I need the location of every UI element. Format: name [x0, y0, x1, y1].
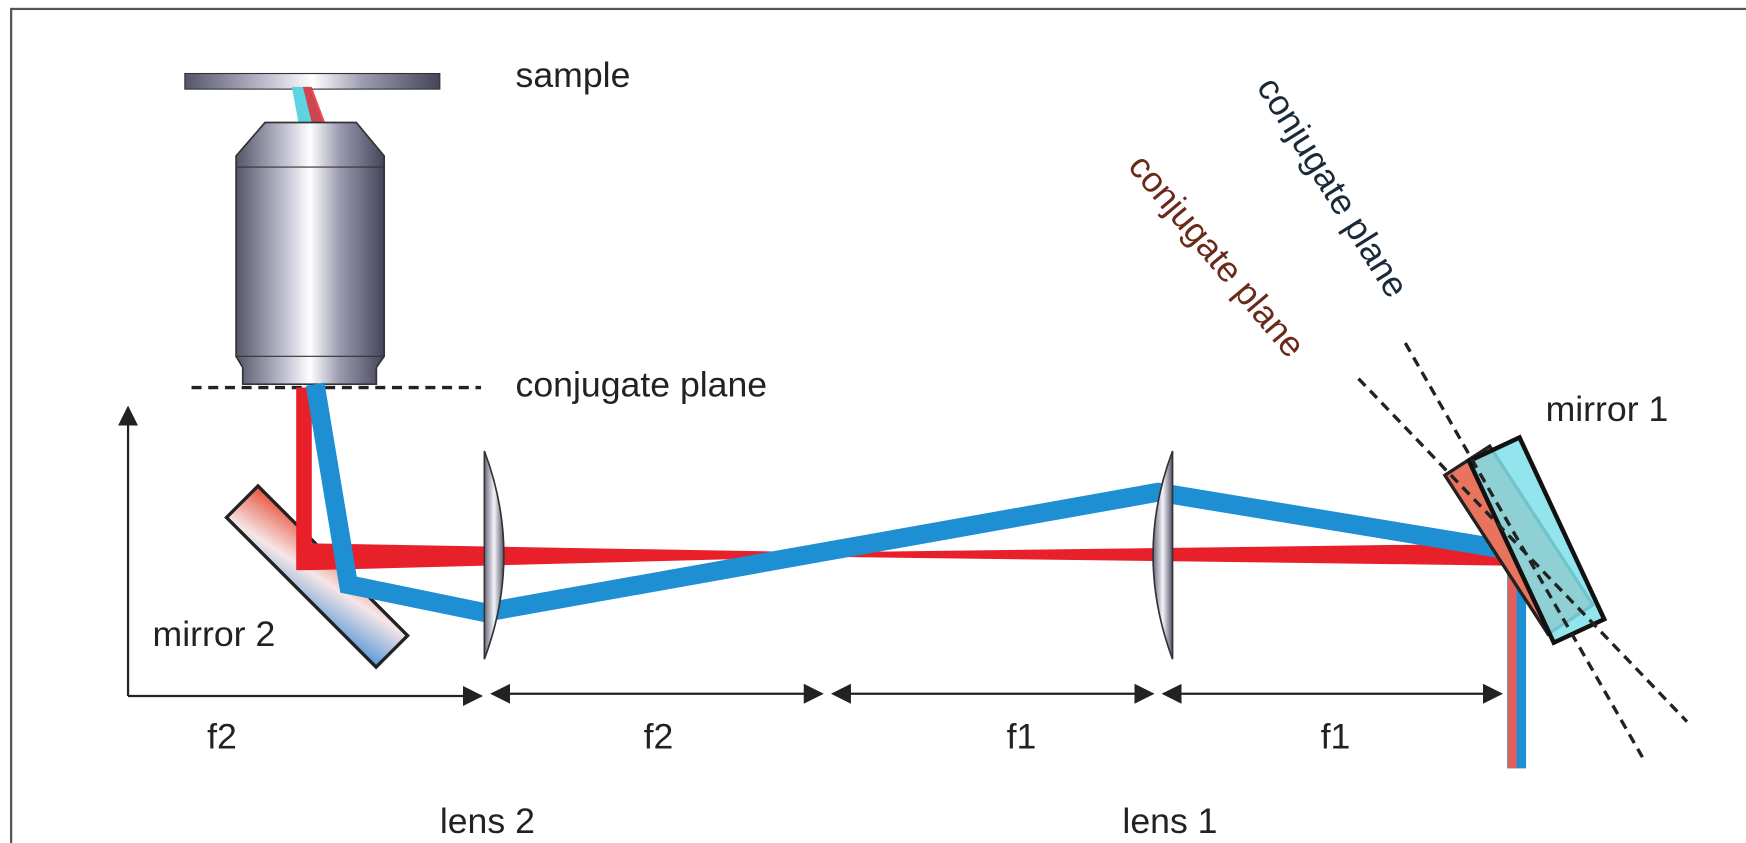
red-beam-out [1507, 562, 1517, 769]
label: sample [516, 55, 631, 95]
distance-label: f1 [1007, 716, 1037, 756]
red-beam [296, 387, 1515, 571]
frame [10, 7, 1746, 843]
conjugate-line-dark [1403, 342, 1644, 759]
label: conjugate plane [516, 364, 768, 404]
objective [235, 121, 385, 386]
distance-label: f2 [644, 716, 674, 756]
label: mirror 1 [1546, 389, 1669, 429]
label: lens 2 [440, 801, 535, 841]
lens-1 [1152, 450, 1174, 660]
sample-plate [184, 72, 441, 90]
label-rotated: conjugate plane [1121, 146, 1313, 364]
label: mirror 2 [153, 614, 276, 654]
distance-label: f2 [207, 716, 237, 756]
mirror-1-blue [1466, 434, 1608, 646]
label: lens 1 [1122, 801, 1217, 841]
sample-light-red [302, 86, 326, 123]
distance-label: f1 [1321, 716, 1351, 756]
lens-2 [483, 450, 505, 660]
label-rotated: conjugate plane [1249, 70, 1416, 305]
